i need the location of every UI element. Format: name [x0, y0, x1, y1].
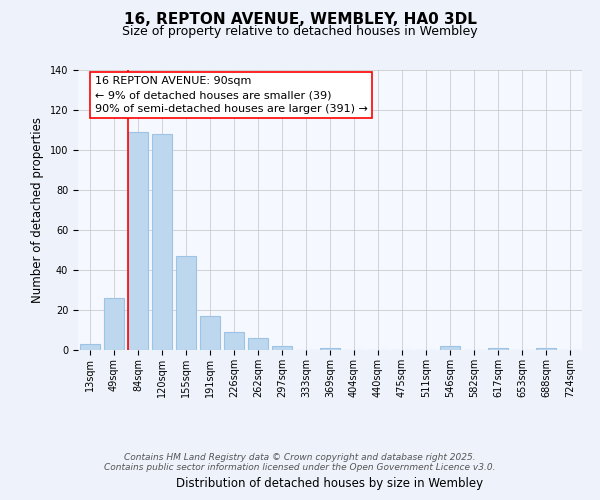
- Bar: [248, 338, 268, 350]
- Bar: [272, 346, 292, 350]
- Bar: [104, 298, 124, 350]
- Text: Size of property relative to detached houses in Wembley: Size of property relative to detached ho…: [122, 25, 478, 38]
- Y-axis label: Number of detached properties: Number of detached properties: [31, 117, 44, 303]
- Bar: [440, 346, 460, 350]
- Bar: [536, 348, 556, 350]
- Bar: [176, 256, 196, 350]
- Bar: [320, 348, 340, 350]
- Bar: [488, 348, 508, 350]
- Text: 16 REPTON AVENUE: 90sqm
← 9% of detached houses are smaller (39)
90% of semi-det: 16 REPTON AVENUE: 90sqm ← 9% of detached…: [95, 76, 368, 114]
- Bar: [152, 134, 172, 350]
- Text: Contains HM Land Registry data © Crown copyright and database right 2025.: Contains HM Land Registry data © Crown c…: [124, 454, 476, 462]
- Text: 16, REPTON AVENUE, WEMBLEY, HA0 3DL: 16, REPTON AVENUE, WEMBLEY, HA0 3DL: [124, 12, 476, 28]
- Bar: [224, 332, 244, 350]
- Text: Contains public sector information licensed under the Open Government Licence v3: Contains public sector information licen…: [104, 464, 496, 472]
- Bar: [128, 132, 148, 350]
- Text: Distribution of detached houses by size in Wembley: Distribution of detached houses by size …: [176, 477, 484, 490]
- Bar: [80, 344, 100, 350]
- Bar: [200, 316, 220, 350]
